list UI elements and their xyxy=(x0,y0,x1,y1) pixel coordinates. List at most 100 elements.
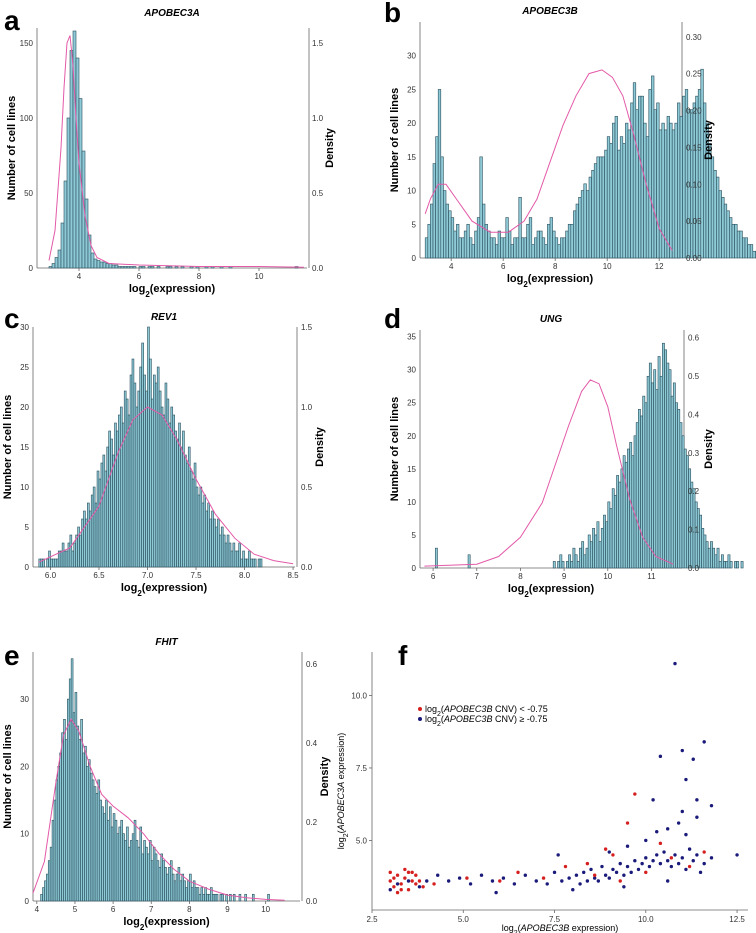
scatter-point xyxy=(636,867,641,872)
chart-title: FHIT xyxy=(155,637,178,648)
histogram-bar xyxy=(424,237,429,259)
histogram-bar xyxy=(627,448,630,569)
histogram-bar xyxy=(670,395,674,569)
scatter-point xyxy=(498,879,502,883)
histogram-bar xyxy=(515,237,520,259)
scatter-point xyxy=(702,850,706,854)
histogram-bar xyxy=(723,203,728,259)
histogram-bar xyxy=(238,893,242,902)
chart-title: APOBEC3B xyxy=(521,6,578,17)
scatter-point xyxy=(545,882,549,886)
histogram-bar xyxy=(90,252,95,269)
scatter-point xyxy=(603,847,608,851)
histogram-bar xyxy=(557,561,561,569)
histogram-bar xyxy=(734,561,737,569)
histogram-bar xyxy=(600,528,604,569)
scatter-point xyxy=(673,661,677,666)
x-tick-label: 9 xyxy=(225,905,230,914)
scatter-point xyxy=(658,754,663,759)
histogram-bar xyxy=(583,183,587,259)
histogram-bar xyxy=(710,156,715,259)
scatter-point xyxy=(695,853,699,857)
histogram-bar xyxy=(718,561,722,569)
scatter-point xyxy=(640,861,644,866)
histogram-bar xyxy=(572,547,576,569)
y2-tick-label: 0.4 xyxy=(688,410,700,419)
histogram-bar xyxy=(541,237,546,259)
histogram-bar xyxy=(536,230,540,259)
histogram-bar xyxy=(487,230,491,259)
scatter-point xyxy=(541,876,546,880)
y-tick-label: 25 xyxy=(20,363,29,372)
y-tick-label: 100 xyxy=(20,114,34,123)
x-axis-label: log2(expression) xyxy=(508,583,595,599)
y2-tick-label: 0.0 xyxy=(306,897,318,906)
histogram-bar xyxy=(93,258,98,269)
x-tick-label: 12.5 xyxy=(729,915,745,924)
scatter-point xyxy=(603,873,608,877)
histogram-bar xyxy=(624,461,628,569)
scatter-point xyxy=(410,870,414,875)
scatter-point xyxy=(425,879,429,883)
scatter-point xyxy=(607,876,611,880)
histogram-bar xyxy=(87,234,92,269)
scatter-point xyxy=(673,853,677,857)
histogram-bar xyxy=(744,237,748,259)
scatter-point xyxy=(655,853,659,857)
y2-tick-label: 0.6 xyxy=(688,334,700,343)
histogram-bar xyxy=(60,222,65,269)
scatter-point xyxy=(436,873,440,877)
histogram-bar xyxy=(492,237,496,259)
histogram-bar xyxy=(752,250,756,259)
histogram-bar xyxy=(713,170,717,259)
histogram-bar xyxy=(669,122,673,259)
histogram-bar xyxy=(443,190,447,259)
histogram-bar xyxy=(672,382,676,569)
histogram-bar xyxy=(513,237,517,259)
histogram-bar xyxy=(633,435,637,569)
scatter-point xyxy=(552,870,557,875)
panel-e: e FHIT 4 5 6 7 8 9 10 0 10 20 30 0.0 0.2 0.4 0.6 log2(exp… xyxy=(2,637,331,932)
legend: log2(APOBEC3B CNV) < -0.75log2(APOBEC3B … xyxy=(418,704,548,728)
histogram-bar xyxy=(700,68,704,259)
histogram-bar xyxy=(619,136,624,259)
bars xyxy=(434,342,744,569)
histogram-bar xyxy=(638,95,642,259)
histogram-bar xyxy=(574,554,578,569)
histogram-bar xyxy=(549,217,553,259)
x-tick-label: 8 xyxy=(197,272,202,281)
histogram-bar xyxy=(474,230,478,259)
histogram-bar xyxy=(587,534,591,569)
y-tick-label: 7.5 xyxy=(356,764,368,773)
scatter-point xyxy=(676,821,681,825)
scatter-point xyxy=(665,827,670,831)
histogram-bar xyxy=(682,95,686,259)
x-tick-label: 9 xyxy=(562,572,567,581)
x-tick-label: 10 xyxy=(255,272,264,281)
y-axis-label: Number of cell lines xyxy=(2,724,14,829)
histogram-bar xyxy=(476,217,481,259)
histogram-bar xyxy=(552,561,556,569)
histogram-bar xyxy=(599,156,603,259)
histogram-bar xyxy=(66,117,71,269)
scatter-point xyxy=(709,856,714,860)
histogram-bar xyxy=(570,223,574,259)
legend-marker xyxy=(418,717,422,721)
density-curve xyxy=(38,406,294,565)
histogram-bar xyxy=(721,197,725,259)
histogram-bar xyxy=(716,176,720,259)
histogram-bar xyxy=(448,210,452,259)
histogram-bar xyxy=(618,481,622,569)
histogram-bar xyxy=(539,230,543,259)
histogram-bar xyxy=(467,554,471,569)
histogram-bar xyxy=(638,409,641,569)
histogram-bar xyxy=(640,415,643,569)
scatter-point xyxy=(669,864,674,869)
histogram-bar xyxy=(688,468,692,569)
histogram-bar xyxy=(731,223,735,259)
y2-tick-label: 0.20 xyxy=(686,107,702,116)
histogram-bar xyxy=(129,266,134,269)
y2-tick-label: 0.5 xyxy=(312,189,324,198)
histogram-bar xyxy=(489,237,494,259)
